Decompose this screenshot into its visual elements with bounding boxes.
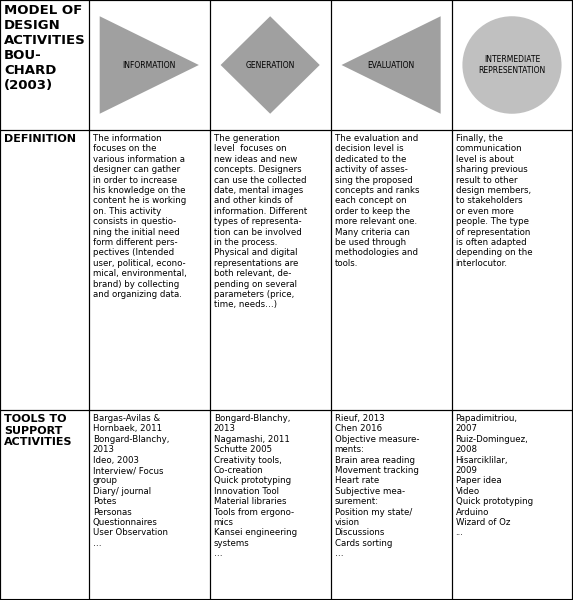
Bar bbox=[210, 0, 331, 130]
Bar bbox=[452, 0, 572, 130]
Text: INFORMATION: INFORMATION bbox=[123, 61, 176, 70]
Text: DEFINITION: DEFINITION bbox=[4, 134, 76, 144]
Text: INTERMEDIATE
REPRESENTATION: INTERMEDIATE REPRESENTATION bbox=[478, 55, 545, 75]
Text: The information
focuses on the
various information a
designer can gather
in orde: The information focuses on the various i… bbox=[93, 134, 187, 299]
Text: Bongard-Blanchy,
2013
Nagamashi, 2011
Schutte 2005
Creativity tools,
Co-creation: Bongard-Blanchy, 2013 Nagamashi, 2011 Sc… bbox=[214, 414, 297, 558]
Text: Finally, the
communication
level is about
sharing previous
result to other
desig: Finally, the communication level is abou… bbox=[456, 134, 532, 268]
Text: Rieuf, 2013
Chen 2016
Objective measure-
ments:
Brain area reading
Movement trac: Rieuf, 2013 Chen 2016 Objective measure-… bbox=[335, 414, 419, 558]
Text: Papadimitriou,
2007
Ruiz-Dominguez,
2008
Hisarciklilar,
2009
Paper idea
Video
Qu: Papadimitriou, 2007 Ruiz-Dominguez, 2008… bbox=[456, 414, 533, 538]
Text: TOOLS TO
SUPPORT
ACTIVITIES: TOOLS TO SUPPORT ACTIVITIES bbox=[4, 414, 73, 447]
Bar bbox=[210, 130, 331, 410]
Text: The generation
level  focuses on
new ideas and new
concepts. Designers
can use t: The generation level focuses on new idea… bbox=[214, 134, 307, 310]
Bar bbox=[452, 410, 572, 600]
Bar bbox=[331, 130, 452, 410]
Bar bbox=[331, 0, 452, 130]
Bar bbox=[0, 0, 89, 130]
Bar bbox=[89, 0, 210, 130]
Bar bbox=[452, 130, 572, 410]
Polygon shape bbox=[221, 16, 320, 114]
Ellipse shape bbox=[462, 16, 562, 114]
Text: The evaluation and
decision level is
dedicated to the
activity of asses-
sing th: The evaluation and decision level is ded… bbox=[335, 134, 419, 268]
Bar bbox=[0, 410, 89, 600]
Polygon shape bbox=[342, 16, 441, 114]
Bar bbox=[89, 410, 210, 600]
Text: Bargas-Avilas &
Hornbaek, 2011
Bongard-Blanchy,
2013
Ideo, 2003
Interview/ Focus: Bargas-Avilas & Hornbaek, 2011 Bongard-B… bbox=[93, 414, 169, 548]
Text: GENERATION: GENERATION bbox=[245, 61, 295, 70]
Text: MODEL OF
DESIGN
ACTIVITIES
BOU-
CHARD
(2003): MODEL OF DESIGN ACTIVITIES BOU- CHARD (2… bbox=[4, 4, 86, 92]
Text: EVALUATION: EVALUATION bbox=[367, 61, 415, 70]
Bar bbox=[331, 410, 452, 600]
Bar bbox=[89, 130, 210, 410]
Polygon shape bbox=[100, 16, 199, 114]
Bar bbox=[210, 410, 331, 600]
Bar bbox=[0, 130, 89, 410]
